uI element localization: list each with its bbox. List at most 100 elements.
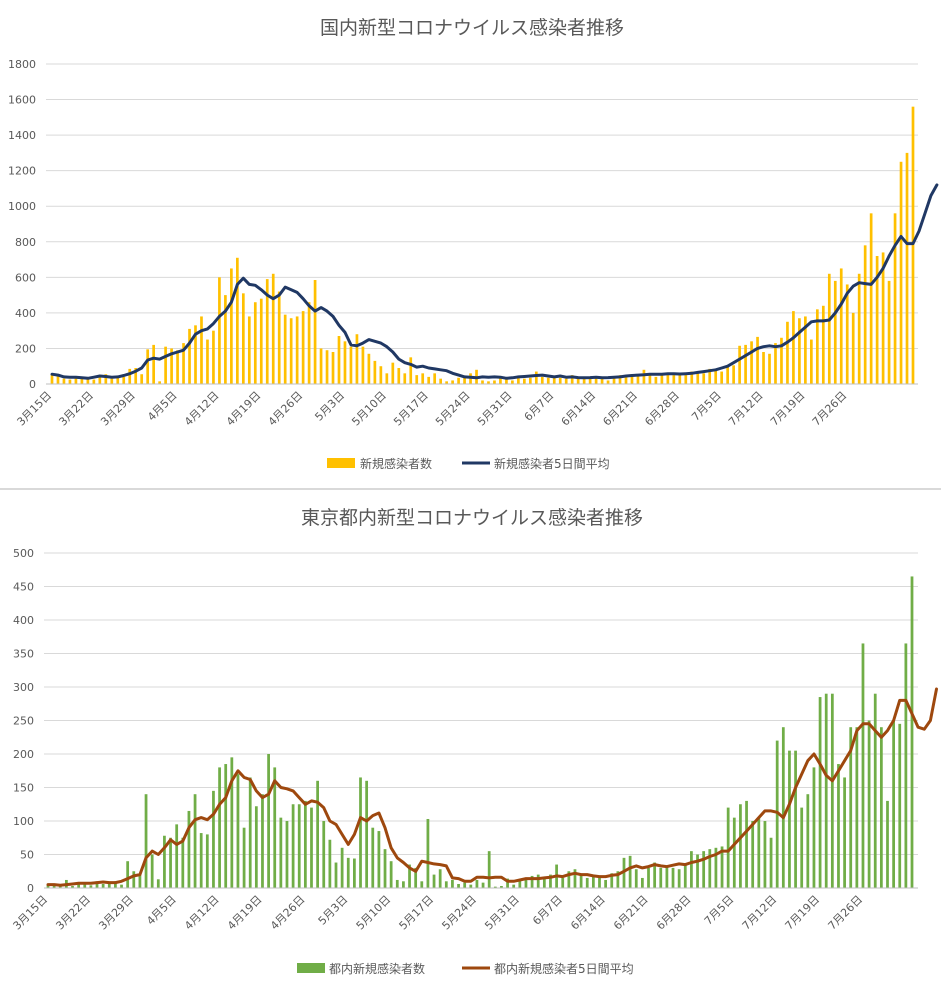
bar	[170, 348, 173, 384]
bar	[224, 295, 227, 384]
bar	[630, 374, 634, 384]
bar	[671, 867, 675, 888]
bar	[517, 376, 520, 384]
bar	[200, 316, 203, 384]
bar	[218, 277, 221, 384]
bar	[708, 849, 712, 888]
bar	[523, 378, 526, 384]
x-tick-label: 3月22日	[56, 389, 96, 429]
bar	[144, 794, 148, 888]
x-tick-label: 6月7日	[522, 389, 557, 424]
bar	[328, 839, 332, 888]
bar	[806, 794, 810, 888]
bar	[893, 213, 897, 384]
bar	[365, 780, 369, 888]
bar	[628, 855, 632, 888]
bar	[432, 874, 436, 888]
bar	[641, 877, 644, 888]
bar	[193, 794, 197, 888]
bar	[319, 348, 323, 384]
x-tick-label: 7月26日	[810, 389, 850, 429]
x-tick-label: 6月28日	[654, 893, 694, 933]
bar	[415, 375, 419, 384]
bar	[181, 837, 185, 888]
bar	[910, 576, 914, 888]
bar	[690, 371, 694, 384]
bar	[612, 376, 616, 384]
x-tick-label: 5月3日	[316, 893, 351, 928]
bar	[247, 316, 251, 384]
bar	[322, 821, 326, 888]
y-tick-label: 1600	[8, 94, 36, 107]
bar	[659, 867, 663, 888]
bar	[188, 328, 191, 384]
bar	[911, 106, 915, 385]
bar	[624, 376, 628, 384]
bar	[337, 336, 341, 384]
bar	[265, 279, 269, 384]
bar	[128, 368, 132, 384]
bar	[774, 343, 777, 384]
bar	[815, 309, 819, 384]
bar	[857, 273, 861, 384]
x-tick-label: 4月12日	[182, 389, 222, 429]
bar	[726, 807, 730, 888]
bar	[236, 774, 240, 888]
bar	[786, 321, 789, 384]
y-tick-label: 50	[20, 849, 34, 862]
bar	[254, 806, 258, 888]
bar	[738, 345, 741, 384]
bar	[804, 316, 807, 384]
bar	[684, 375, 688, 384]
bar	[116, 377, 120, 384]
bar	[750, 341, 753, 384]
bar	[564, 378, 568, 384]
y-tick-label: 450	[13, 581, 34, 594]
bar	[696, 854, 699, 888]
bar	[744, 344, 747, 384]
bar	[845, 284, 849, 384]
bar	[475, 879, 479, 888]
line-series	[50, 183, 939, 380]
chart-title: 国内新型コロナウイルス感染者推移	[320, 17, 624, 39]
bar	[259, 298, 263, 384]
bar	[50, 374, 54, 384]
bar	[56, 376, 60, 384]
bar	[397, 368, 401, 384]
bar	[604, 879, 607, 888]
y-tick-label: 600	[15, 271, 36, 284]
bar	[420, 881, 424, 888]
bar	[585, 877, 589, 888]
bar	[534, 371, 538, 384]
bar	[567, 871, 571, 888]
bar	[863, 245, 867, 384]
x-tick-label: 4月19日	[224, 389, 264, 429]
bar	[427, 376, 431, 384]
bar	[677, 869, 681, 888]
bar	[98, 376, 102, 384]
bar	[310, 807, 313, 888]
x-tick-label: 3月29日	[96, 893, 136, 933]
bar	[349, 346, 353, 384]
bar	[781, 727, 785, 888]
bar	[540, 376, 544, 384]
bar	[720, 371, 724, 384]
x-tick-label: 3月15日	[11, 893, 51, 933]
bar	[600, 378, 604, 384]
bar	[182, 343, 185, 384]
bar	[792, 311, 795, 384]
bar	[230, 757, 234, 888]
bar	[812, 767, 816, 888]
bar	[68, 379, 72, 384]
bar	[86, 378, 90, 384]
bar	[821, 305, 825, 384]
bar	[690, 851, 693, 888]
bar	[899, 161, 903, 384]
bar	[236, 257, 239, 384]
bar	[851, 312, 855, 384]
x-tick-label: 7月19日	[768, 389, 808, 429]
bar	[279, 817, 283, 888]
bar	[546, 377, 550, 384]
bar	[683, 864, 687, 888]
legend-label-bars: 新規感染者数	[360, 456, 432, 471]
